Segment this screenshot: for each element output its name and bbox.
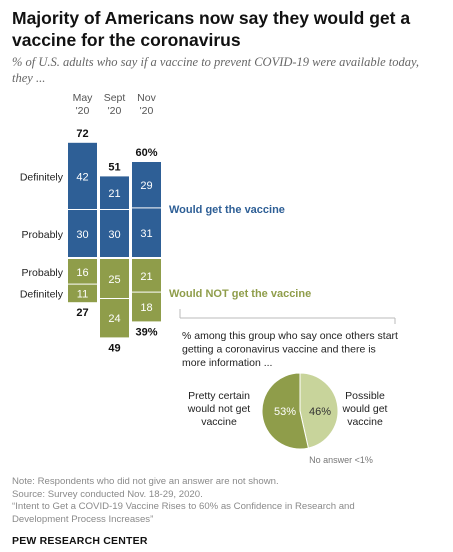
total-label-would-get: 51 bbox=[108, 161, 120, 173]
pie-title-line: more information ... bbox=[182, 357, 272, 369]
pie-slice-pretty-certain bbox=[261, 372, 309, 450]
chart-title: Majority of Americans now say they would… bbox=[12, 8, 411, 50]
row-label: Probably bbox=[22, 229, 64, 241]
data-label: 21 bbox=[140, 271, 152, 283]
category-label: '20 bbox=[108, 105, 122, 117]
pie-slice-label: vaccine bbox=[201, 416, 237, 428]
total-label-would-not-get: 27 bbox=[76, 307, 88, 319]
bar-probably-would-get bbox=[132, 208, 161, 257]
category-label: May bbox=[73, 92, 94, 104]
chart-subtitle: % of U.S. adults who say if a vaccine to… bbox=[12, 55, 419, 85]
source-line: Source: Survey conducted Nov. 18-29, 202… bbox=[12, 488, 203, 500]
row-label: Probably bbox=[22, 267, 64, 279]
data-label: 29 bbox=[140, 180, 152, 192]
data-label: 30 bbox=[108, 229, 120, 241]
data-label: 16 bbox=[76, 267, 88, 279]
bar-definitely-would-not-get bbox=[132, 292, 161, 322]
pie-title-line: getting a coronavirus vaccine and there … bbox=[182, 344, 376, 356]
pie-slice-possible bbox=[299, 372, 339, 449]
data-label: 18 bbox=[140, 302, 152, 314]
bar-probably-would-not-get bbox=[100, 259, 129, 298]
bar-definitely-would-get bbox=[68, 142, 97, 209]
pie-slice-label: vaccine bbox=[347, 416, 383, 428]
group-label-would-get: Would get the vaccine bbox=[169, 204, 285, 216]
bar-definitely-would-get bbox=[100, 176, 129, 209]
pie-value-label: 53% bbox=[274, 406, 296, 418]
pie-slice-label: would not get bbox=[187, 403, 251, 415]
total-label-would-not-get: 39% bbox=[135, 326, 157, 338]
note-line: Note: Respondents who did not give an an… bbox=[12, 476, 279, 487]
report-title-line: “Intent to Get a COVID-19 Vaccine Rises … bbox=[12, 501, 355, 512]
total-label-would-get: 72 bbox=[76, 128, 88, 140]
bar-probably-would-get bbox=[100, 210, 129, 257]
data-label: 30 bbox=[76, 229, 88, 241]
data-label: 24 bbox=[108, 313, 120, 325]
data-label: 25 bbox=[108, 274, 120, 286]
bar-definitely-would-not-get bbox=[100, 299, 129, 338]
category-label: Nov bbox=[137, 92, 156, 104]
pie-slice-label: Possible bbox=[345, 390, 385, 402]
pie-slice-label: would get bbox=[342, 403, 388, 415]
category-label: '20 bbox=[140, 105, 154, 117]
data-label: 31 bbox=[140, 228, 152, 240]
chart-area: May'20423072161127Sept'20213051252449Nov… bbox=[20, 92, 398, 465]
group-label-would-not-get: Would NOT get the vaccine bbox=[169, 288, 311, 300]
pie-title-line: % among this group who say once others s… bbox=[182, 330, 398, 342]
category-label: Sept bbox=[104, 92, 126, 104]
bar-probably-would-not-get bbox=[132, 259, 161, 292]
report-title-line: Development Process Increases” bbox=[12, 513, 154, 525]
bar-probably-would-not-get bbox=[68, 259, 97, 284]
row-label: Definitely bbox=[20, 288, 64, 300]
bar-definitely-would-get bbox=[132, 162, 161, 208]
data-label: 11 bbox=[77, 288, 88, 300]
bar-probably-would-get bbox=[68, 210, 97, 257]
pie-note: No answer <1% bbox=[309, 455, 373, 465]
data-label: 21 bbox=[108, 188, 120, 200]
total-label-would-not-get: 49 bbox=[108, 342, 120, 354]
data-label: 42 bbox=[76, 171, 88, 183]
total-label-would-get: 60% bbox=[135, 147, 157, 159]
notes-block: Note: Respondents who did not give an an… bbox=[12, 476, 442, 526]
bar-definitely-would-not-get bbox=[68, 284, 97, 303]
source-label: PEW RESEARCH CENTER bbox=[12, 535, 148, 547]
pie-slice-label: Pretty certain bbox=[188, 390, 250, 402]
row-label: Definitely bbox=[20, 171, 64, 183]
pie-value-label: 46% bbox=[309, 406, 331, 418]
category-label: '20 bbox=[76, 105, 90, 117]
